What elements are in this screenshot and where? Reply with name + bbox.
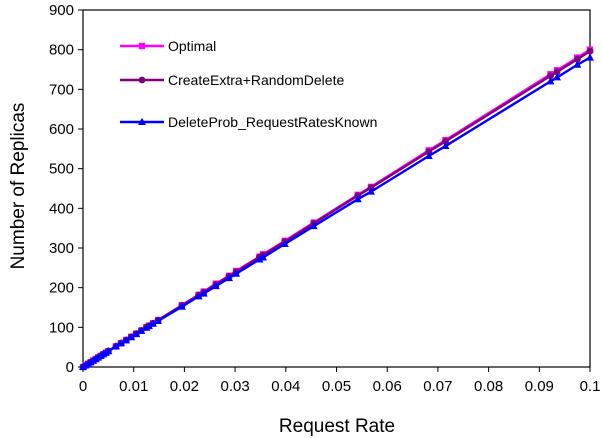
legend-swatch-marker: [138, 117, 146, 125]
y-axis-title: Number of Replicas: [8, 103, 29, 270]
data-point: [353, 195, 362, 203]
legend-label: Optimal: [168, 38, 216, 54]
axes: 0 100 200 300 400 500 600 700 800 900 0 0.01 0.02 0.0…: [49, 2, 600, 395]
x-tick-label: 0.05: [322, 378, 351, 395]
data-point: [199, 289, 208, 297]
data-point: [573, 55, 581, 63]
data-point: [547, 72, 554, 80]
legend-label: DeleteProb_RequestRatesKnown: [168, 114, 377, 130]
x-tick-label: 0.07: [423, 378, 452, 395]
x-tick-label: 0.09: [525, 378, 554, 395]
data-point: [280, 239, 289, 248]
series-triangle: [79, 53, 594, 370]
legend: Optimal CreateExtra+RandomDelete DeletePro…: [120, 38, 377, 130]
data-point: [177, 302, 186, 310]
x-tick-label: 0.1: [580, 378, 601, 395]
data-point: [137, 326, 146, 334]
data-point: [586, 53, 594, 61]
y-tick-label: 0: [66, 359, 74, 376]
y-tick-label: 700: [49, 81, 74, 98]
y-tick-label: 600: [49, 121, 74, 138]
legend-swatch-marker: [138, 42, 146, 50]
data-point: [122, 336, 131, 344]
data-point: [553, 73, 562, 81]
data-point: [132, 329, 141, 338]
data-point: [225, 273, 234, 282]
data-point: [127, 333, 136, 341]
legend-item: CreateExtra+RandomDelete: [120, 72, 344, 88]
data-point: [258, 253, 267, 261]
y-tick-label: 900: [49, 2, 74, 19]
data-point: [154, 316, 163, 324]
y-tick-label: 300: [49, 240, 74, 257]
x-axis-title: Request Rate: [279, 416, 395, 437]
data-point: [586, 47, 594, 55]
y-tick-label: 800: [49, 42, 74, 59]
data-point: [441, 141, 450, 150]
data-point: [117, 339, 126, 347]
series-layer: [79, 46, 594, 371]
data-point: [425, 148, 433, 156]
x-tick-label: 0.04: [271, 378, 300, 395]
x-tick-label: 0.03: [220, 378, 249, 395]
data-point: [573, 60, 582, 68]
y-tick-label: 100: [49, 319, 74, 336]
data-point: [232, 269, 241, 277]
data-point: [104, 346, 113, 355]
x-tick-label: 0.06: [373, 378, 402, 395]
data-point: [211, 281, 220, 290]
legend-swatch-marker: [138, 76, 146, 84]
y-tick-label: 200: [49, 280, 74, 297]
data-point: [255, 255, 264, 263]
data-point: [309, 221, 318, 230]
legend-item: Optimal: [120, 38, 216, 54]
data-point: [442, 137, 449, 145]
y-tick-label: 500: [49, 161, 74, 178]
data-point: [553, 68, 561, 76]
plot-frame: [82, 9, 591, 368]
x-tick-label: 0.08: [474, 378, 503, 395]
data-point: [148, 319, 157, 327]
x-tick-label: 0.02: [170, 378, 199, 395]
data-point: [424, 151, 433, 159]
x-tick-label: 0.01: [119, 378, 148, 395]
data-point: [144, 321, 153, 330]
y-tick-label: 400: [49, 200, 74, 217]
data-point: [546, 77, 555, 85]
x-tick-label: 0: [79, 378, 87, 395]
data-point: [366, 187, 375, 195]
data-point: [194, 292, 203, 300]
legend-item: DeleteProb_RequestRatesKnown: [120, 114, 377, 130]
legend-label: CreateExtra+RandomDelete: [168, 72, 344, 88]
data-point: [111, 342, 120, 350]
